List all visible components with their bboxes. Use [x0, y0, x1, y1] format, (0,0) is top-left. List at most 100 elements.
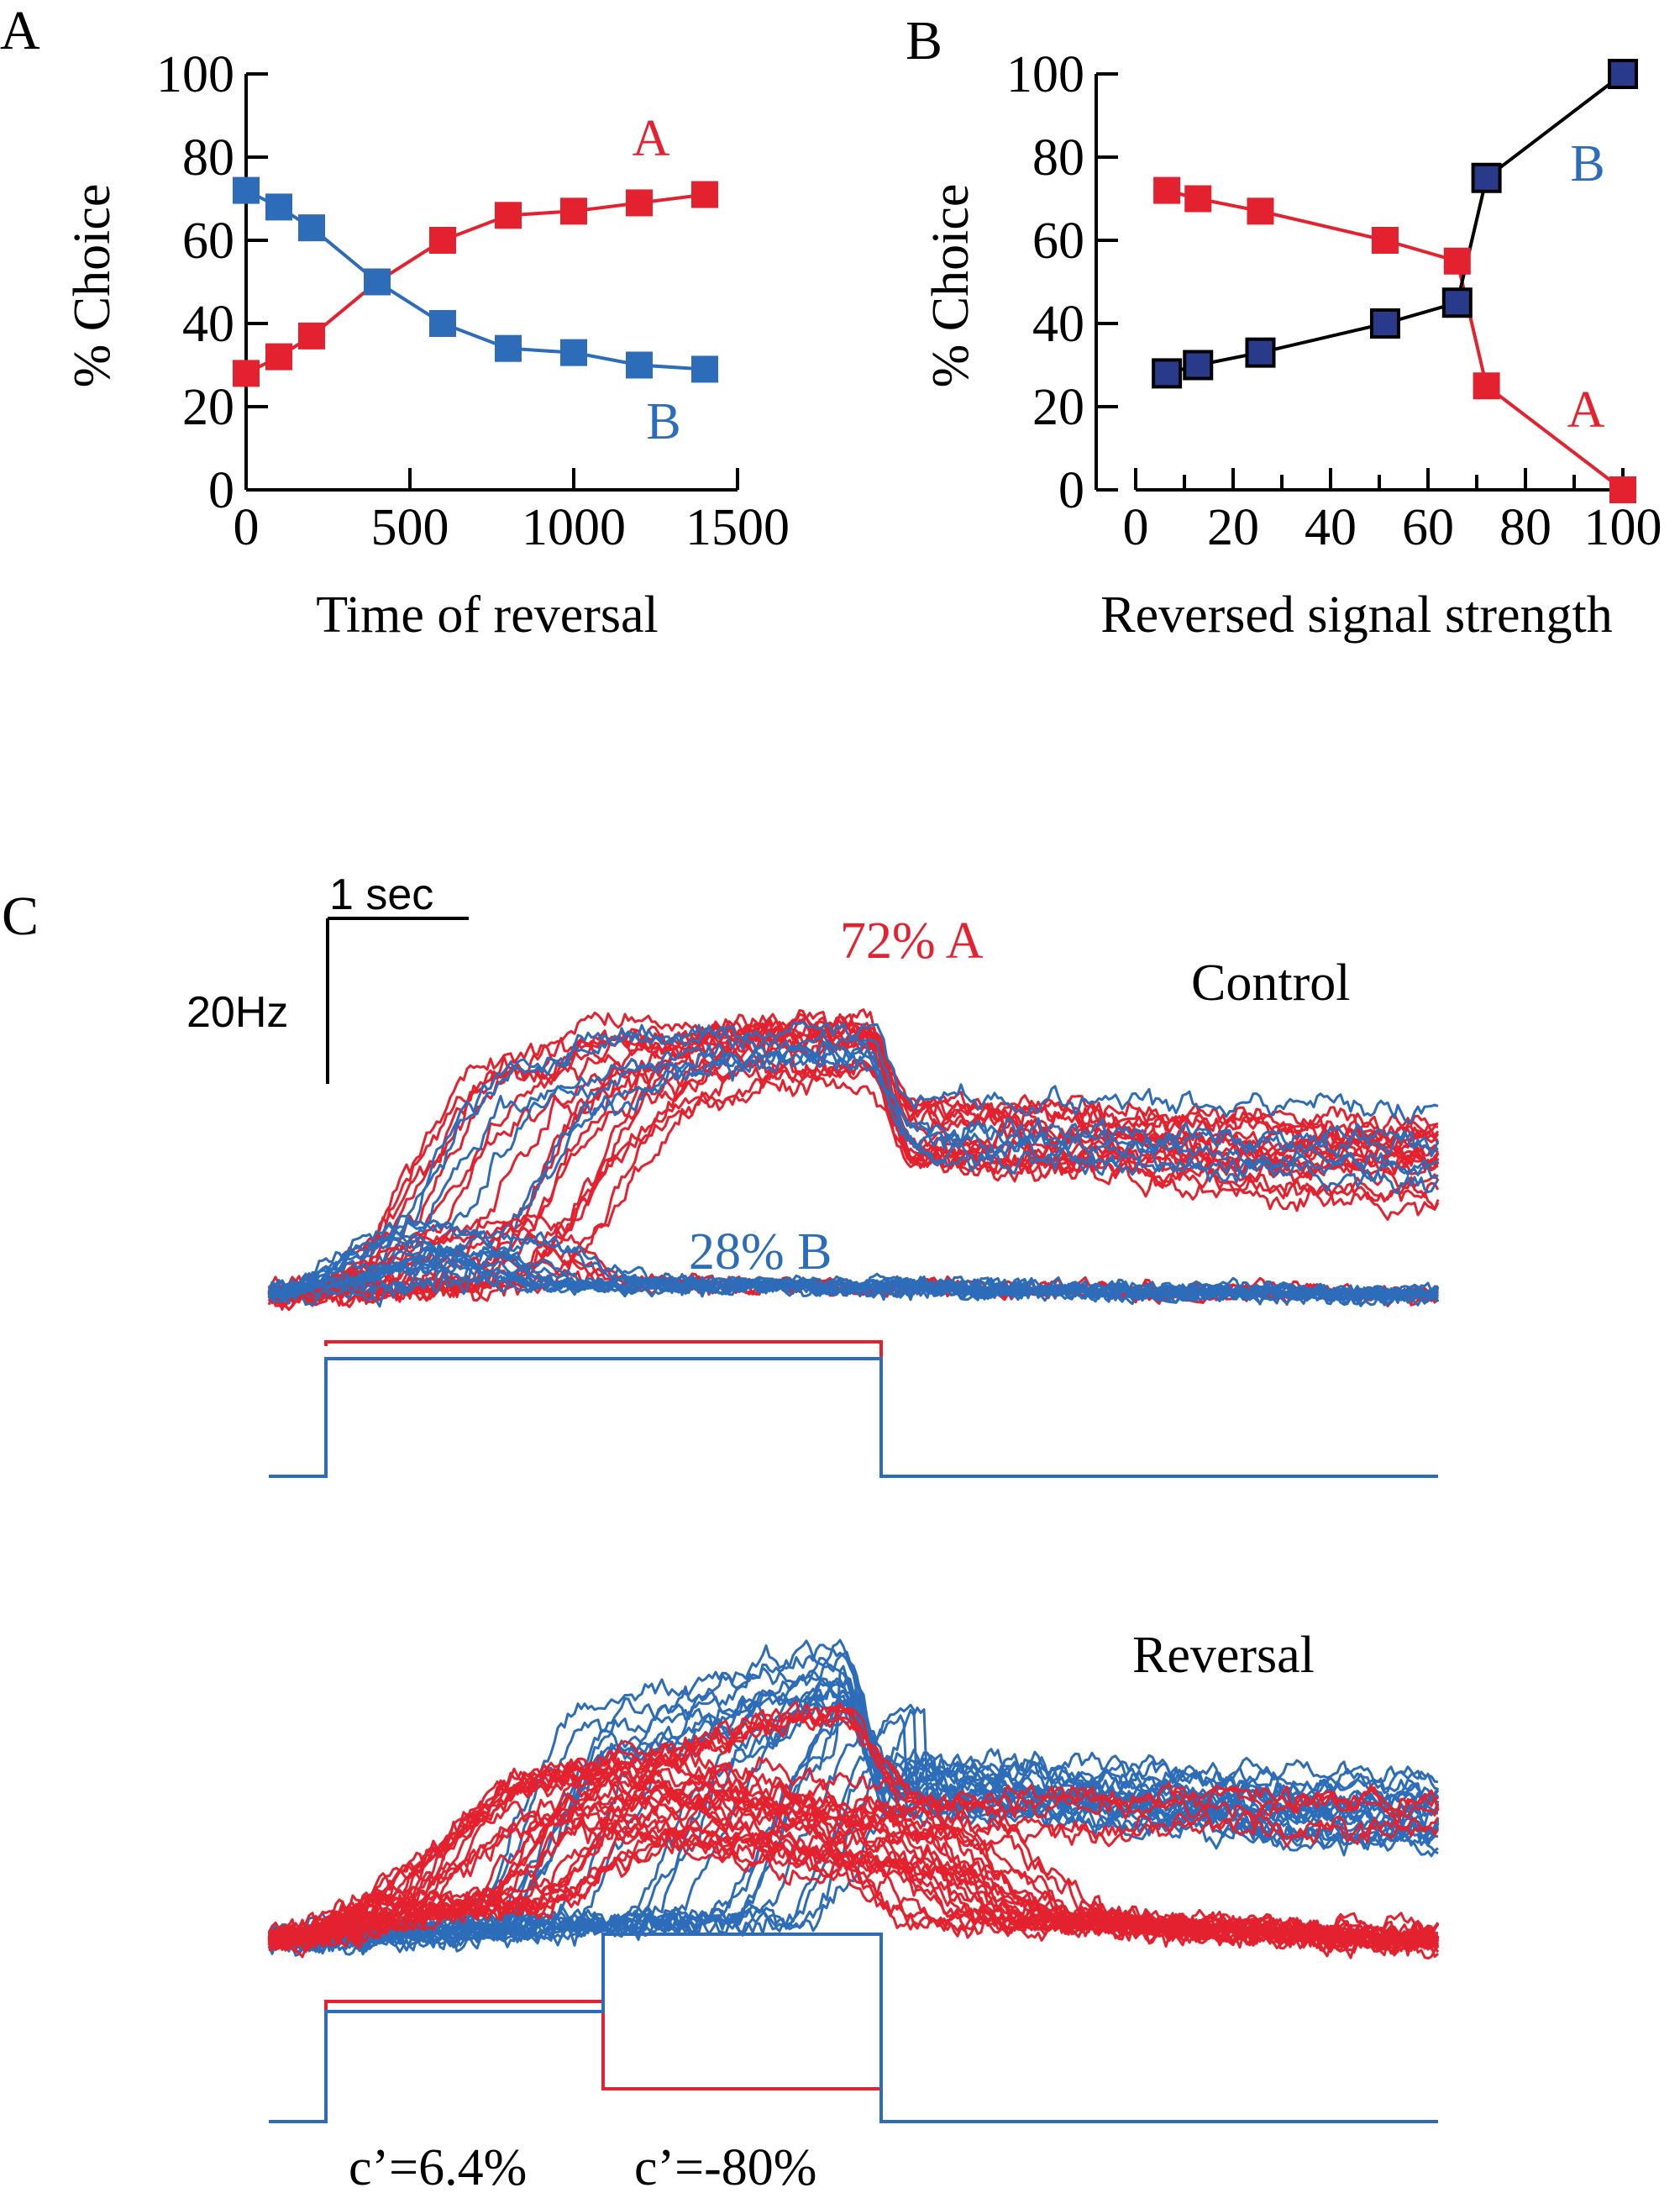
panel-a-series-a-point — [691, 181, 718, 208]
control-label: Control — [1191, 955, 1350, 1012]
panel-a-series-b-point — [560, 339, 587, 366]
panel-b-label-a: A — [1567, 381, 1605, 439]
panel-b-series — [1152, 59, 1638, 503]
scale-bar-time-label: 1 sec — [329, 870, 433, 919]
panel-b-series-a-point — [1609, 476, 1636, 503]
panel-a-series-a-point — [560, 197, 587, 225]
panel-b-y-tick-label: 80 — [1032, 129, 1084, 187]
panel-c: C 1 sec 20Hz Control 72% A 28% B Reversa… — [2, 870, 1440, 2193]
panel-b-series-a-point — [1247, 197, 1274, 225]
reversal-trace-blue — [269, 1675, 1440, 1954]
panel-b-y-tick-label: 60 — [1032, 213, 1084, 270]
panel-a-series-b-point — [429, 310, 456, 337]
panel-a-y-axis-label: % Choice — [64, 184, 121, 388]
panel-a-series-b-point — [298, 214, 325, 242]
control-trace-low — [267, 1261, 1439, 1307]
panel-a-y-tick-label: 20 — [182, 379, 234, 436]
panel-a-axes — [244, 72, 739, 492]
panel-b-series-b-point — [1369, 308, 1400, 339]
control-trace-high — [267, 1040, 1439, 1308]
panel-b-x-tick-label: 20 — [1207, 499, 1259, 556]
panel-b-label-b: B — [1570, 135, 1604, 192]
panel-a-x-tick-label: 1500 — [685, 499, 790, 556]
panel-a-letter: A — [0, 0, 40, 61]
reversal-trace-red — [267, 1811, 1439, 1952]
panel-b-series-b-point — [1471, 162, 1502, 193]
panel-a-series-a-point — [265, 343, 292, 371]
panel-b-x-axis-label: Reversed signal strength — [1100, 586, 1613, 644]
panel-b-series-b-point — [1245, 337, 1276, 368]
panel-a-y-tick-label: 0 — [208, 462, 234, 519]
panel-b-series-a-point — [1473, 372, 1500, 400]
panel-b-letter: B — [906, 10, 942, 71]
reversal-trace-red — [267, 1798, 1440, 1959]
panel-b-tick-labels: 0 20 40 60 80 100 0 20 40 60 80 100 — [1006, 46, 1662, 556]
panel-a-label-b: B — [646, 393, 680, 450]
panel-b-y-tick-label: 20 — [1032, 379, 1084, 436]
control-stimulus-red — [324, 1340, 883, 1476]
panel-b: B 0 20 40 60 80 100 0 20 40 60 80 100 Reversed sign… — [906, 10, 1662, 644]
panel-b-x-tick-label: 0 — [1123, 499, 1149, 556]
scale-bar-rate-label: 20Hz — [186, 988, 288, 1037]
scale-bar-lines — [326, 917, 469, 1084]
panel-a-x-tick-label: 500 — [371, 499, 449, 556]
panel-a-series-b-point — [691, 355, 718, 383]
panel-a-series-a-point — [429, 227, 456, 254]
scale-bar: 1 sec 20Hz — [186, 870, 469, 1084]
control-stimulus-blue — [269, 1357, 1438, 1478]
panel-b-y-axis-label: % Choice — [922, 184, 979, 388]
reversal-stimulus-red — [324, 2000, 883, 2122]
panel-c-letter: C — [2, 886, 39, 947]
panel-b-series-b-point — [1608, 59, 1638, 89]
reversal-stimulus-blue — [269, 1933, 1438, 2123]
panel-a-series-b-point — [233, 176, 260, 204]
panel-b-y-tick-label: 0 — [1058, 462, 1084, 519]
control-trace-high — [267, 1023, 1440, 1300]
panel-a-series-b-point — [626, 351, 653, 379]
panel-b-series-b-point — [1183, 350, 1214, 381]
panel-a-series-a-point — [298, 322, 325, 350]
panel-b-y-tick-label: 40 — [1032, 296, 1084, 353]
reversal-stimulus — [269, 1933, 1438, 2123]
panel-a-x-axis-label: Time of reversal — [316, 586, 659, 644]
panel-a-series — [233, 176, 718, 387]
control-group-b-label: 28% B — [689, 1223, 832, 1281]
panel-b-series-b-point — [1441, 287, 1473, 318]
control-trace-high — [267, 1020, 1439, 1301]
reversal-stimulus-label-1: c’=6.4% — [349, 2139, 527, 2193]
control-trace-high — [267, 1011, 1439, 1306]
panel-a-x-tick-label: 0 — [234, 499, 260, 556]
panel-a-x-tick-label: 1000 — [522, 499, 626, 556]
reversal-stimulus-label-2: c’=-80% — [634, 2139, 816, 2193]
panel-b-series-a-point — [1184, 185, 1212, 213]
panel-b-y-tick-label: 100 — [1006, 46, 1084, 103]
panel-a-y-tick-label: 100 — [156, 46, 234, 103]
control-group-a-label: 72% A — [840, 912, 984, 970]
control-trace-high — [267, 1044, 1439, 1302]
reversal-trace-red — [268, 1757, 1439, 1959]
reversal-trace-red — [267, 1775, 1440, 1960]
panel-a-series-a-point — [495, 202, 522, 229]
panel-a-series-a-point — [626, 189, 653, 217]
panel-a-y-tick-label: 60 — [182, 213, 234, 270]
panel-b-series-a-point — [1371, 227, 1399, 254]
panel-b-series-b-point — [1152, 358, 1183, 389]
panel-a-series-b-point — [364, 268, 391, 296]
panel-b-x-tick-label: 60 — [1402, 499, 1454, 556]
control-trace-high — [267, 1020, 1440, 1303]
control-trace-high — [267, 1051, 1439, 1307]
control-traces — [267, 1008, 1440, 1312]
reversal-trace-red-late — [268, 1700, 1439, 1951]
panel-b-x-tick-label: 100 — [1584, 499, 1662, 556]
panel-b-axes — [1095, 72, 1625, 492]
control-trace-high — [267, 1058, 1439, 1308]
reversal-trace-red-late — [267, 1706, 1440, 1943]
panel-b-x-tick-label: 80 — [1499, 499, 1551, 556]
reversal-label: Reversal — [1132, 1627, 1315, 1684]
reversal-traces — [267, 1638, 1440, 1960]
panel-b-x-tick-label: 40 — [1305, 499, 1357, 556]
panel-a-y-tick-label: 80 — [182, 129, 234, 187]
reversal-trace-red-late — [268, 1709, 1440, 1948]
